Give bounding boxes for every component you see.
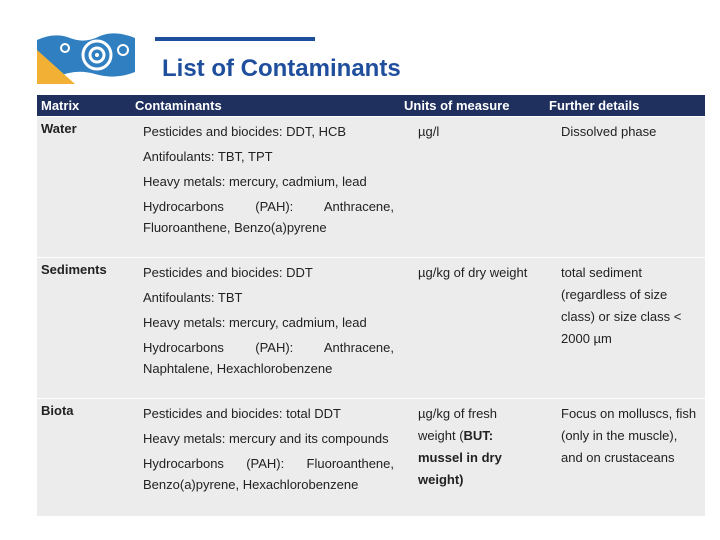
units-text: µg/l xyxy=(418,124,440,139)
column-header: Contaminants xyxy=(131,95,400,117)
matrix-cell: Water xyxy=(37,116,131,258)
matrix-cell: Sediments xyxy=(37,257,131,399)
units-text: µg/kg of fresh weight ( xyxy=(418,406,498,443)
contaminant-item: Hydrocarbons (PAH): Fluoroanthene, Benzo… xyxy=(143,456,394,492)
column-header: Units of measure xyxy=(400,95,545,117)
table-row: Water Pesticides and biocides: DDT, HCB An… xyxy=(37,116,705,258)
contaminant-item: Hydrocarbons (PAH): Anthracene, Fluoroan… xyxy=(143,199,394,235)
table-row: Sediments Pesticides and biocides: DDT Ant… xyxy=(37,257,705,399)
contaminant-item: Antifoulants: TBT xyxy=(143,290,243,305)
table-row: Biota Pesticides and biocides: total DDT H… xyxy=(37,398,705,516)
contaminants-cell: Pesticides and biocides: DDT Antifoulants… xyxy=(131,257,400,399)
logo xyxy=(37,33,135,84)
details-cell: Focus on molluscs, fish (only in the mus… xyxy=(545,398,705,516)
column-header: Matrix xyxy=(37,95,131,117)
contaminants-cell: Pesticides and biocides: DDT, HCB Antifou… xyxy=(131,116,400,258)
units-text: mussel in dry weight) xyxy=(418,450,502,487)
contaminant-item: Heavy metals: mercury, cadmium, lead xyxy=(143,315,367,330)
units-text: µg/kg of dry weight xyxy=(418,265,528,280)
contaminant-item: Heavy metals: mercury and its compounds xyxy=(143,431,389,446)
units-cell: µg/kg of fresh weight (BUT: mussel in dr… xyxy=(400,398,545,516)
contaminant-item: Antifoulants: TBT, TPT xyxy=(143,149,273,164)
contaminant-item: Pesticides and biocides: DDT xyxy=(143,265,313,280)
contaminants-cell: Pesticides and biocides: total DDT Heavy … xyxy=(131,398,400,516)
contaminant-item: Heavy metals: mercury, cadmium, lead xyxy=(143,174,367,189)
column-header: Further details xyxy=(545,95,705,117)
units-text: BUT: xyxy=(463,428,494,443)
details-cell: total sediment (regardless of size class… xyxy=(545,257,705,399)
title-rule xyxy=(155,37,315,41)
title: List of Contaminants xyxy=(162,55,401,82)
units-cell: µg/kg of dry weight xyxy=(400,257,545,399)
contaminant-item: Hydrocarbons (PAH): Anthracene, Naphtale… xyxy=(143,340,394,376)
contaminant-item: Pesticides and biocides: DDT, HCB xyxy=(143,124,347,139)
matrix-cell: Biota xyxy=(37,398,131,516)
contaminant-item: Pesticides and biocides: total DDT xyxy=(143,406,341,421)
table: Matrix Contaminants Units of measure Furthe… xyxy=(37,95,705,516)
units-cell: µg/l xyxy=(400,116,545,258)
details-cell: Dissolved phase xyxy=(545,116,705,258)
